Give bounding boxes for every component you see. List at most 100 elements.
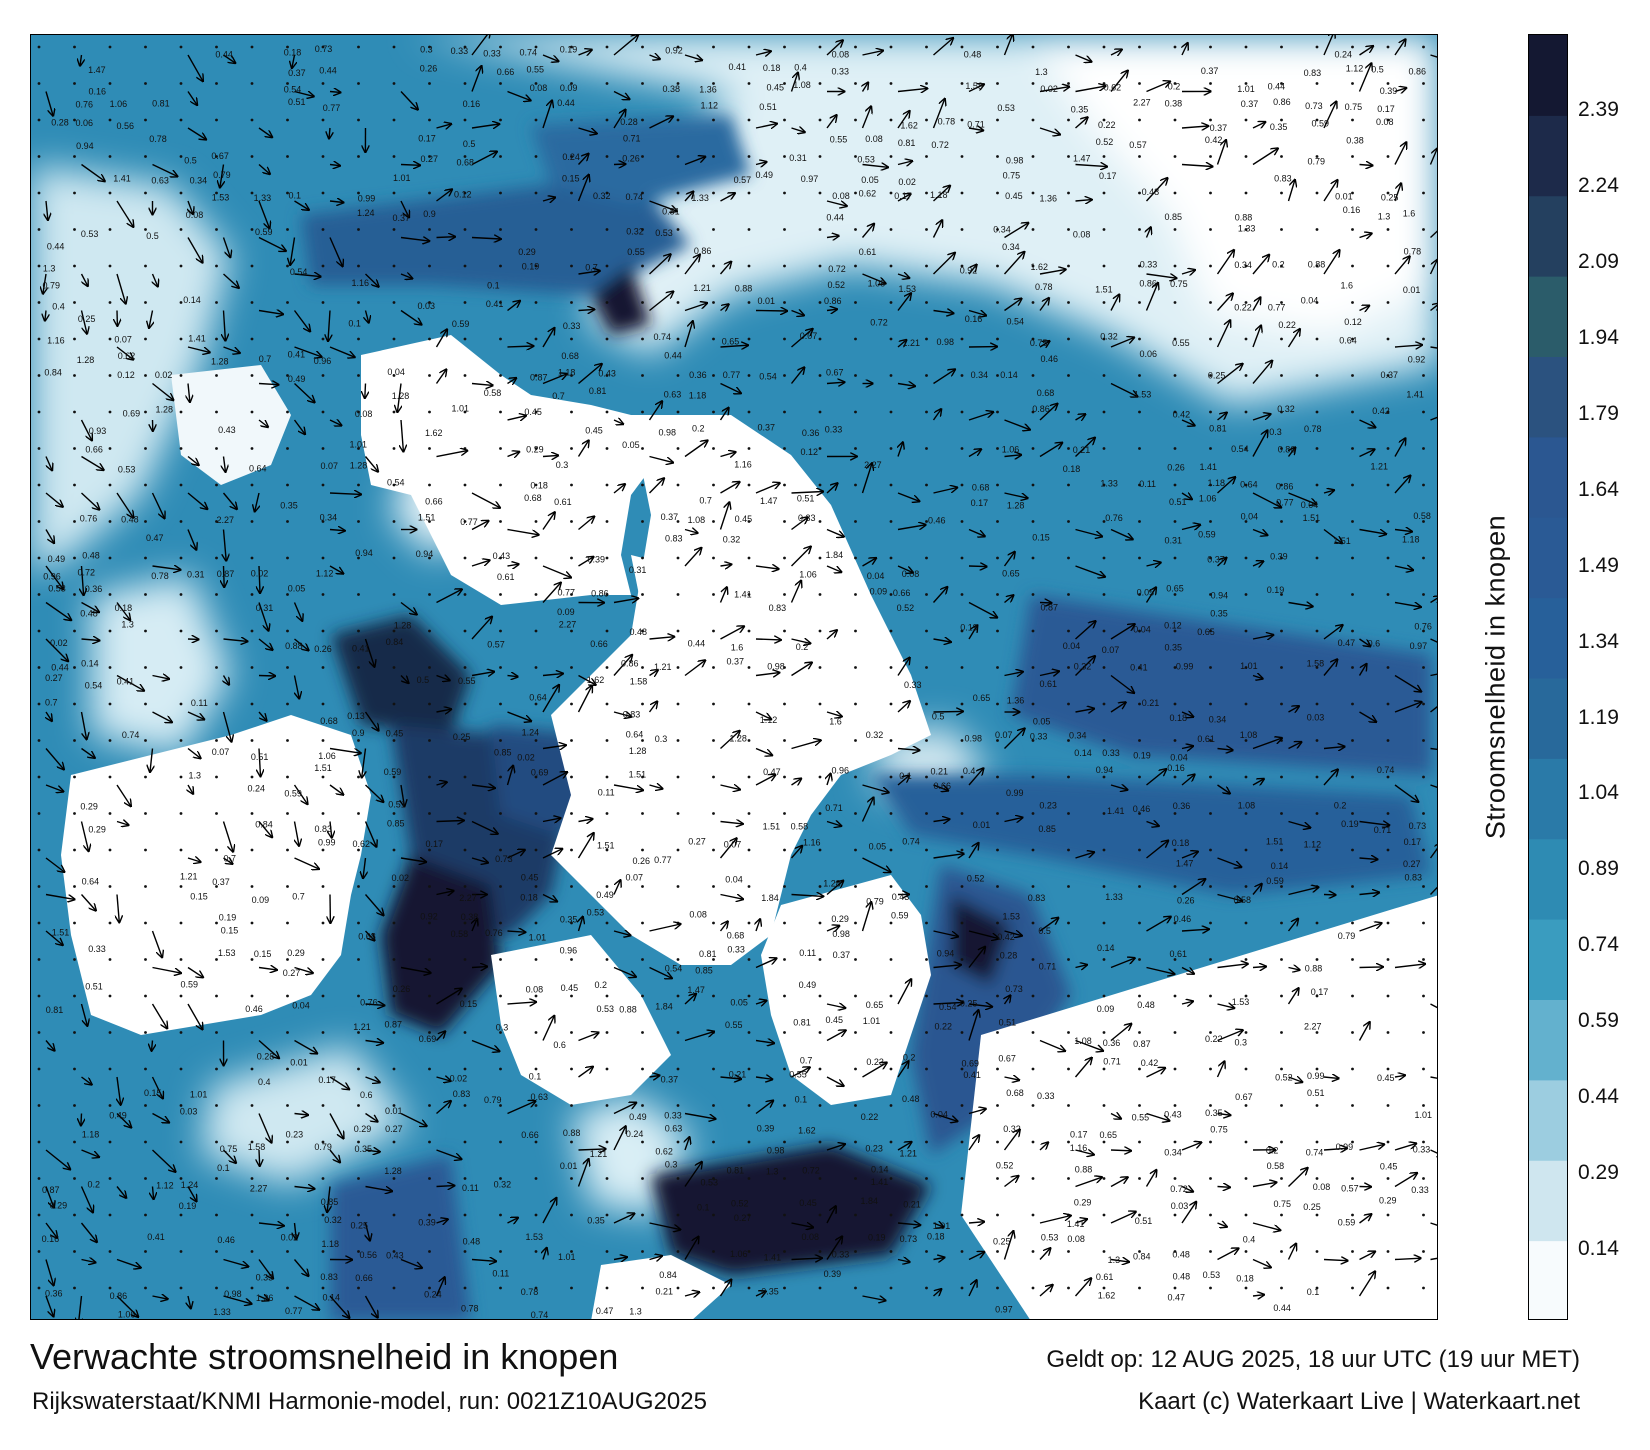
speed-value-label: 1.36 (256, 1293, 274, 1303)
current-arrow (294, 1187, 315, 1189)
map-canvas[interactable]: 0.44 0.18 0.73 0.3 0.33 0.33 0.74 0.19 0.92 0.08 0… (31, 35, 1438, 1320)
speed-value-label: 0.08 (526, 985, 544, 995)
speed-value-label: 0.71 (825, 803, 843, 813)
speed-value-label: 0.68 (320, 716, 338, 726)
grid-dot (605, 1067, 609, 1071)
current-arrow (1004, 455, 1022, 457)
speed-value-label: 1.08 (1074, 1036, 1092, 1046)
current-arrow (1252, 326, 1261, 348)
grid-dot (179, 885, 183, 888)
current-arrow (897, 775, 909, 786)
grid-dot (1386, 1213, 1390, 1217)
current-speed-map[interactable]: 0.44 0.18 0.73 0.3 0.33 0.33 0.74 0.19 0.92 0.08 0… (30, 34, 1438, 1320)
speed-value-label: 0.79 (213, 170, 231, 180)
speed-value-label: 0.99 (1336, 1142, 1354, 1152)
speed-value-label: 0.37 (661, 512, 679, 522)
speed-value-label: 0.88 (735, 284, 753, 294)
speed-value-label: 0.11 (462, 1183, 479, 1193)
grid-dot (108, 775, 112, 779)
grid-dot (960, 155, 964, 158)
grid-dot (1351, 1031, 1354, 1034)
grid-dot (499, 739, 502, 742)
speed-value-label: 0.05 (622, 440, 640, 450)
speed-value-label: 0.3 (1235, 1037, 1248, 1047)
speed-value-label: 0.52 (1275, 1073, 1293, 1083)
grid-dot (534, 374, 538, 377)
current-arrow (1430, 346, 1437, 349)
speed-value-label: 1.28 (823, 879, 841, 889)
grid-dot (1315, 1250, 1319, 1253)
grid-dot (925, 556, 928, 560)
speed-value-label: 1.28 (156, 404, 174, 414)
speed-value-label: 0.18 (520, 893, 538, 903)
grid-dot (1067, 666, 1070, 669)
grid-dot (215, 1140, 218, 1144)
grid-dot (37, 1286, 41, 1290)
speed-value-label: 0.35 (587, 1216, 605, 1226)
speed-value-label: 0.36 (1103, 1038, 1121, 1048)
grid-dot (854, 848, 857, 852)
current-arrow (1430, 230, 1437, 239)
speed-value-label: 0.99 (1176, 661, 1194, 671)
grid-dot (321, 264, 325, 268)
grid-dot (179, 301, 183, 304)
grid-dot (499, 775, 502, 779)
grid-dot (1102, 775, 1106, 779)
speed-value-label: 0.02 (251, 568, 269, 578)
grid-dot (1102, 812, 1106, 815)
grid-dot (605, 228, 609, 231)
current-arrow (81, 639, 100, 641)
grid-dot (286, 775, 289, 779)
grid-dot (783, 191, 786, 195)
speed-value-label: 0.84 (386, 637, 404, 647)
colorbar-tick-label: 1.79 (1578, 401, 1619, 425)
grid-dot (676, 483, 680, 487)
grid-dot (428, 447, 431, 450)
current-arrow (1323, 528, 1342, 544)
colorbar-tick-label: 1.04 (1578, 781, 1619, 805)
grid-dot (357, 118, 360, 122)
current-arrow (897, 658, 910, 676)
grid-dot (179, 556, 183, 560)
grid-dot (1102, 702, 1106, 706)
grid-dot (960, 739, 964, 742)
current-arrow (471, 617, 492, 640)
grid-dot (1280, 45, 1283, 49)
grid-dot (1351, 812, 1354, 815)
speed-value-label: 0.1 (217, 1163, 230, 1173)
speed-value-label: 0.26 (314, 644, 332, 654)
grid-dot (357, 45, 360, 49)
current-arrow (862, 51, 884, 55)
grid-dot (641, 921, 644, 925)
current-arrow (365, 1185, 393, 1192)
grid-dot (1209, 301, 1212, 304)
speed-value-label: 1.18 (558, 368, 576, 378)
speed-value-label: 1.16 (803, 838, 821, 848)
grid-dot (1138, 1104, 1141, 1107)
grid-dot (250, 1177, 254, 1180)
grid-dot (108, 921, 112, 925)
speed-value-label: 0.33 (483, 48, 501, 58)
grid-dot (534, 337, 538, 341)
grid-dot (1067, 702, 1070, 706)
speed-value-label: 0.68 (727, 930, 745, 940)
grid-dot (1351, 666, 1354, 669)
current-arrow (1146, 841, 1169, 859)
grid-dot (179, 82, 183, 85)
colorbar (1528, 34, 1568, 1320)
speed-value-label: 0.76 (80, 514, 98, 524)
grid-dot (960, 994, 964, 998)
speed-value-label: 1.41 (1406, 390, 1424, 400)
speed-value-label: 0.48 (1137, 1000, 1155, 1010)
grid-dot (605, 921, 609, 925)
grid-dot (1031, 228, 1035, 231)
grid-dot (1422, 848, 1425, 852)
speed-value-label: 0.02 (1040, 84, 1058, 94)
grid-dot (321, 483, 325, 487)
grid-dot (428, 228, 431, 231)
current-arrow (968, 1004, 992, 1007)
grid-dot (1244, 1286, 1248, 1290)
current-arrow (116, 492, 133, 518)
current-arrow (223, 346, 240, 353)
grid-dot (818, 629, 822, 633)
